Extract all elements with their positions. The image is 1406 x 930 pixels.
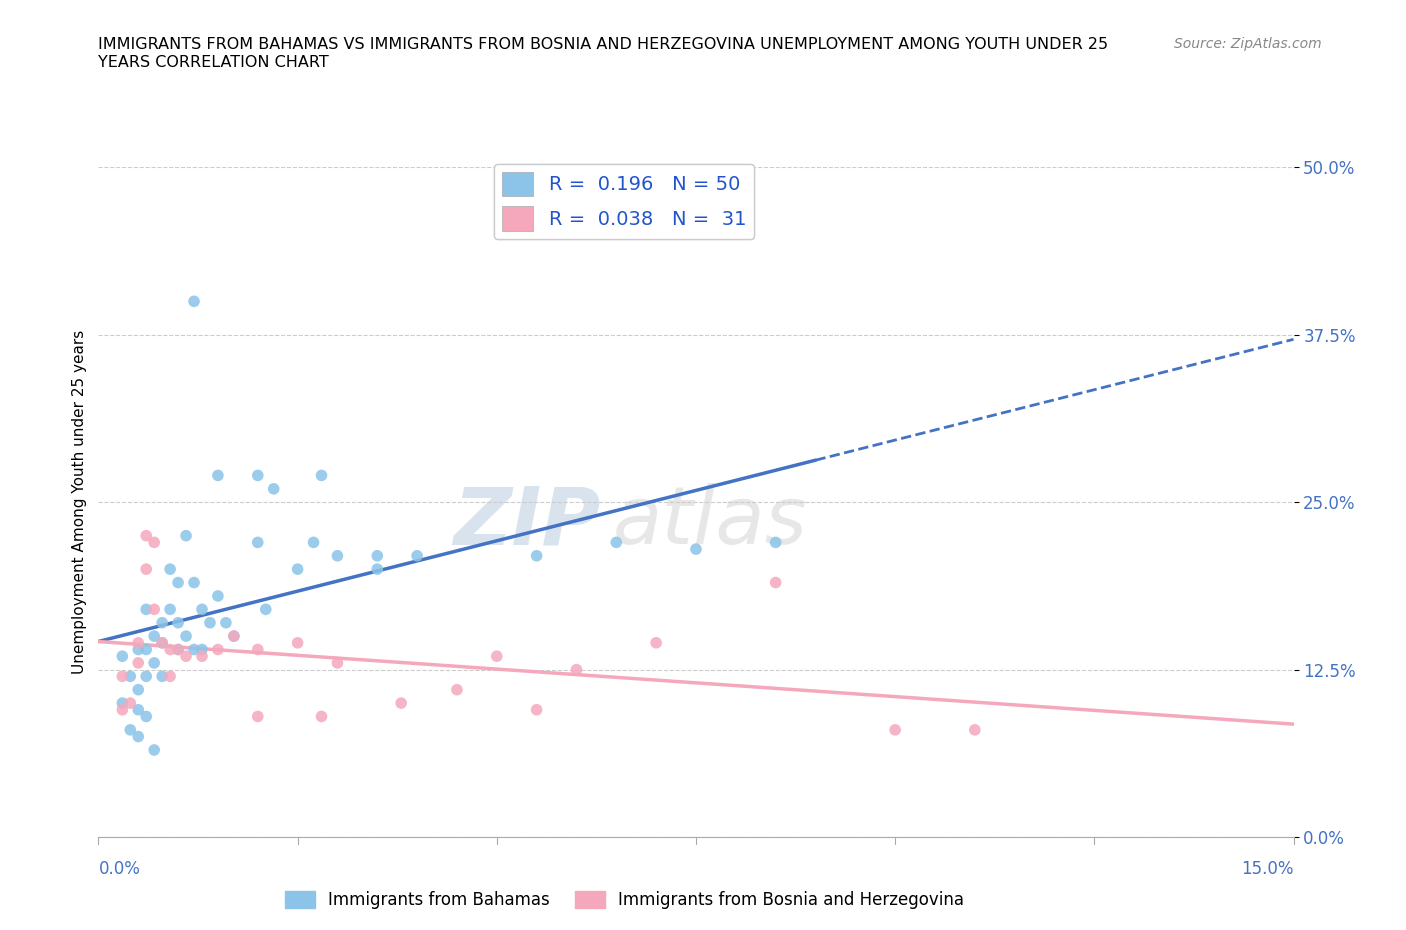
Point bbox=[159, 669, 181, 684]
Point bbox=[526, 549, 548, 564]
Point bbox=[198, 616, 221, 631]
Point bbox=[246, 468, 269, 483]
Point bbox=[159, 602, 181, 617]
Point bbox=[127, 683, 149, 698]
Point bbox=[111, 702, 134, 717]
Text: atlas: atlas bbox=[612, 484, 807, 562]
Point bbox=[389, 696, 412, 711]
Point bbox=[884, 723, 907, 737]
Point bbox=[150, 669, 173, 684]
Point bbox=[246, 709, 269, 724]
Point bbox=[120, 696, 142, 711]
Point bbox=[135, 528, 157, 543]
Point bbox=[311, 468, 333, 483]
Point bbox=[366, 549, 388, 564]
Text: ZIP: ZIP bbox=[453, 484, 600, 562]
Point bbox=[215, 616, 238, 631]
Point bbox=[406, 549, 429, 564]
Text: 0.0%: 0.0% bbox=[98, 860, 141, 878]
Point bbox=[159, 562, 181, 577]
Point bbox=[183, 294, 205, 309]
Point bbox=[485, 649, 508, 664]
Point bbox=[765, 575, 787, 590]
Point bbox=[605, 535, 627, 550]
Text: IMMIGRANTS FROM BAHAMAS VS IMMIGRANTS FROM BOSNIA AND HERZEGOVINA UNEMPLOYMENT A: IMMIGRANTS FROM BAHAMAS VS IMMIGRANTS FR… bbox=[98, 37, 1108, 70]
Point bbox=[222, 629, 245, 644]
Point bbox=[191, 642, 214, 657]
Point bbox=[135, 709, 157, 724]
Point bbox=[183, 575, 205, 590]
Point bbox=[207, 468, 229, 483]
Point bbox=[143, 742, 166, 757]
Point bbox=[111, 649, 134, 664]
Point bbox=[311, 709, 333, 724]
Point bbox=[167, 575, 190, 590]
Point bbox=[326, 656, 349, 671]
Point bbox=[174, 528, 197, 543]
Point bbox=[174, 649, 197, 664]
Point bbox=[565, 662, 588, 677]
Point bbox=[765, 535, 787, 550]
Y-axis label: Unemployment Among Youth under 25 years: Unemployment Among Youth under 25 years bbox=[72, 330, 87, 674]
Point bbox=[526, 702, 548, 717]
Point bbox=[135, 642, 157, 657]
Point bbox=[135, 669, 157, 684]
Point bbox=[366, 562, 388, 577]
Point bbox=[143, 535, 166, 550]
Point bbox=[150, 635, 173, 650]
Point bbox=[167, 642, 190, 657]
Point bbox=[174, 629, 197, 644]
Point bbox=[963, 723, 986, 737]
Point bbox=[222, 629, 245, 644]
Point bbox=[127, 635, 149, 650]
Text: Source: ZipAtlas.com: Source: ZipAtlas.com bbox=[1174, 37, 1322, 51]
Point bbox=[246, 642, 269, 657]
Point bbox=[326, 549, 349, 564]
Point bbox=[246, 535, 269, 550]
Point bbox=[127, 729, 149, 744]
Point bbox=[143, 656, 166, 671]
Point bbox=[254, 602, 277, 617]
Point bbox=[120, 723, 142, 737]
Point bbox=[127, 702, 149, 717]
Point bbox=[127, 656, 149, 671]
Point bbox=[167, 642, 190, 657]
Point bbox=[645, 635, 668, 650]
Point bbox=[167, 616, 190, 631]
Point bbox=[135, 562, 157, 577]
Point bbox=[263, 482, 285, 497]
Legend: R =  0.196   N = 50, R =  0.038   N =  31: R = 0.196 N = 50, R = 0.038 N = 31 bbox=[495, 164, 754, 239]
Point bbox=[135, 602, 157, 617]
Point bbox=[446, 683, 468, 698]
Point bbox=[143, 602, 166, 617]
Point bbox=[150, 635, 173, 650]
Point bbox=[150, 616, 173, 631]
Point bbox=[685, 541, 707, 556]
Point bbox=[120, 669, 142, 684]
Point bbox=[302, 535, 325, 550]
Point bbox=[111, 696, 134, 711]
Point bbox=[111, 669, 134, 684]
Point bbox=[207, 642, 229, 657]
Point bbox=[287, 635, 309, 650]
Point bbox=[287, 562, 309, 577]
Point bbox=[183, 642, 205, 657]
Point bbox=[207, 589, 229, 604]
Point bbox=[191, 602, 214, 617]
Point bbox=[191, 649, 214, 664]
Text: 15.0%: 15.0% bbox=[1241, 860, 1294, 878]
Point bbox=[143, 629, 166, 644]
Point bbox=[159, 642, 181, 657]
Point bbox=[127, 642, 149, 657]
